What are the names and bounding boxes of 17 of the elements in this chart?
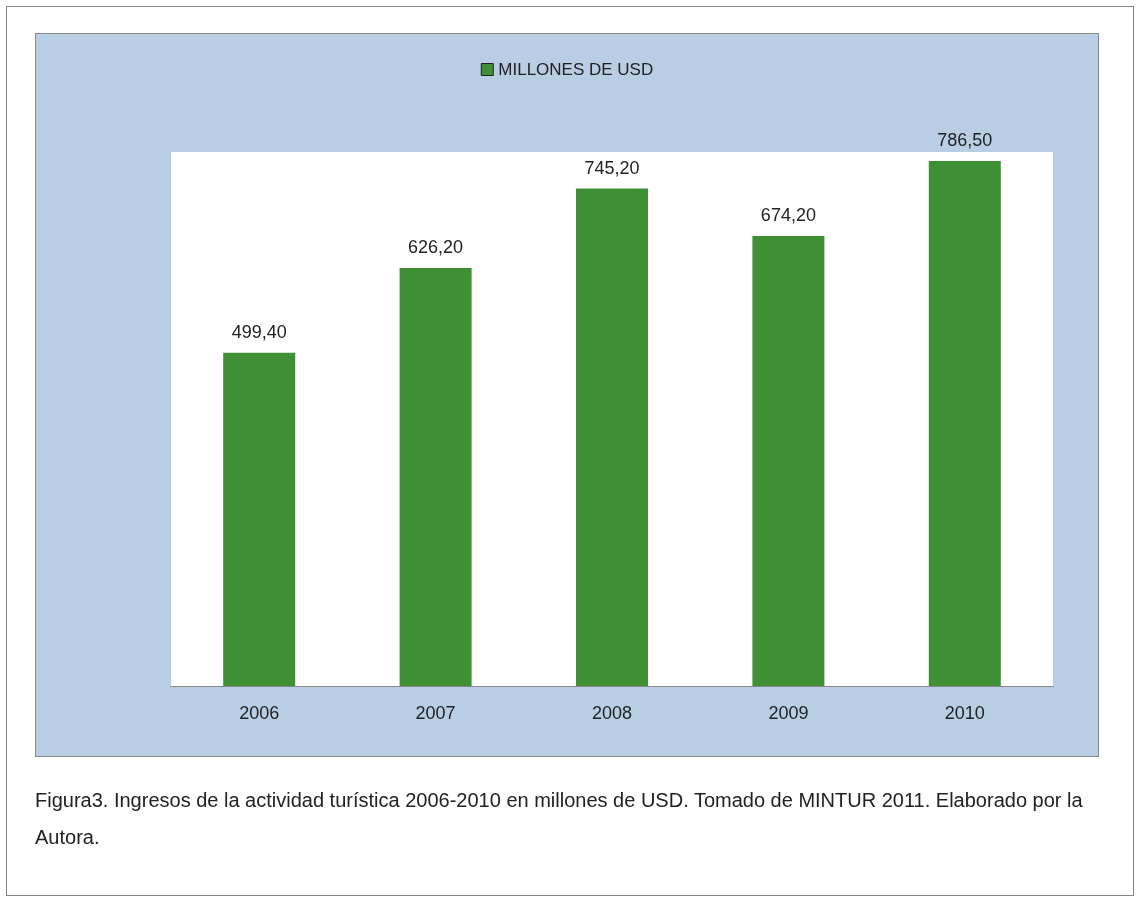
- bar: [928, 161, 1001, 686]
- data-label: 626,20: [408, 237, 464, 258]
- legend-label: MILLONES DE USD: [498, 60, 654, 79]
- bar: [223, 352, 296, 686]
- data-label: 499,40: [231, 321, 287, 342]
- data-label: 674,20: [760, 204, 816, 225]
- x-tick-label: 2006: [239, 703, 280, 723]
- data-label: 745,20: [584, 157, 640, 178]
- data-label: 786,50: [937, 130, 993, 151]
- x-tick-label: 2009: [768, 703, 809, 723]
- x-tick-label: 2007: [415, 703, 456, 723]
- bar: [752, 235, 825, 686]
- bar: [399, 268, 472, 686]
- x-tick-label: 2008: [591, 703, 633, 723]
- x-tick-label: 2010: [944, 703, 985, 723]
- text: Figura3. Ingresos de la actividad turística 2006-2010 en millones de USD. Tomado de MINTUR 2011. Elaborado por la Autora.: [35, 788, 1084, 850]
- bar: [576, 188, 648, 686]
